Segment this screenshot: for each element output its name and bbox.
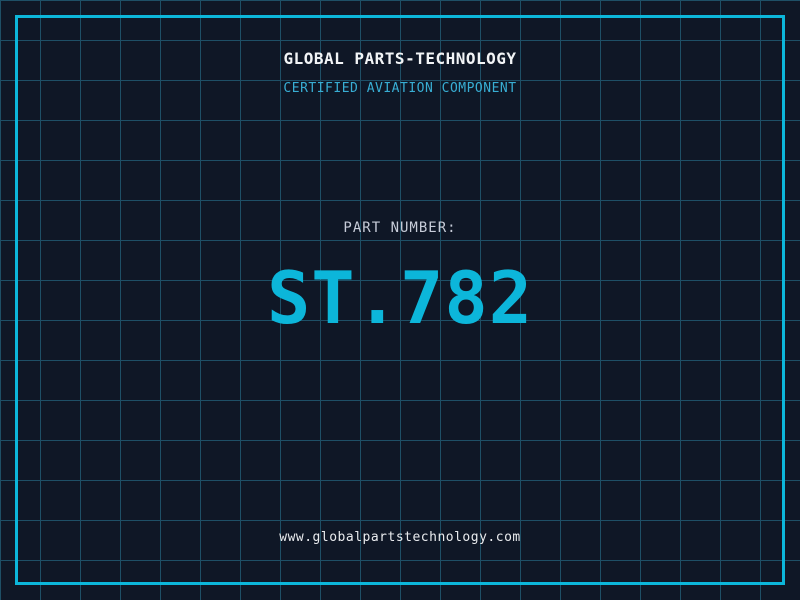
brand-subtitle: CERTIFIED AVIATION COMPONENT — [283, 81, 517, 96]
part-number-value: ST.782 — [266, 256, 534, 340]
part-number-label: PART NUMBER: — [343, 220, 457, 236]
brand-title: GLOBAL PARTS-TECHNOLOGY — [283, 49, 517, 68]
website-url: www.globalpartstechnology.com — [279, 530, 521, 545]
